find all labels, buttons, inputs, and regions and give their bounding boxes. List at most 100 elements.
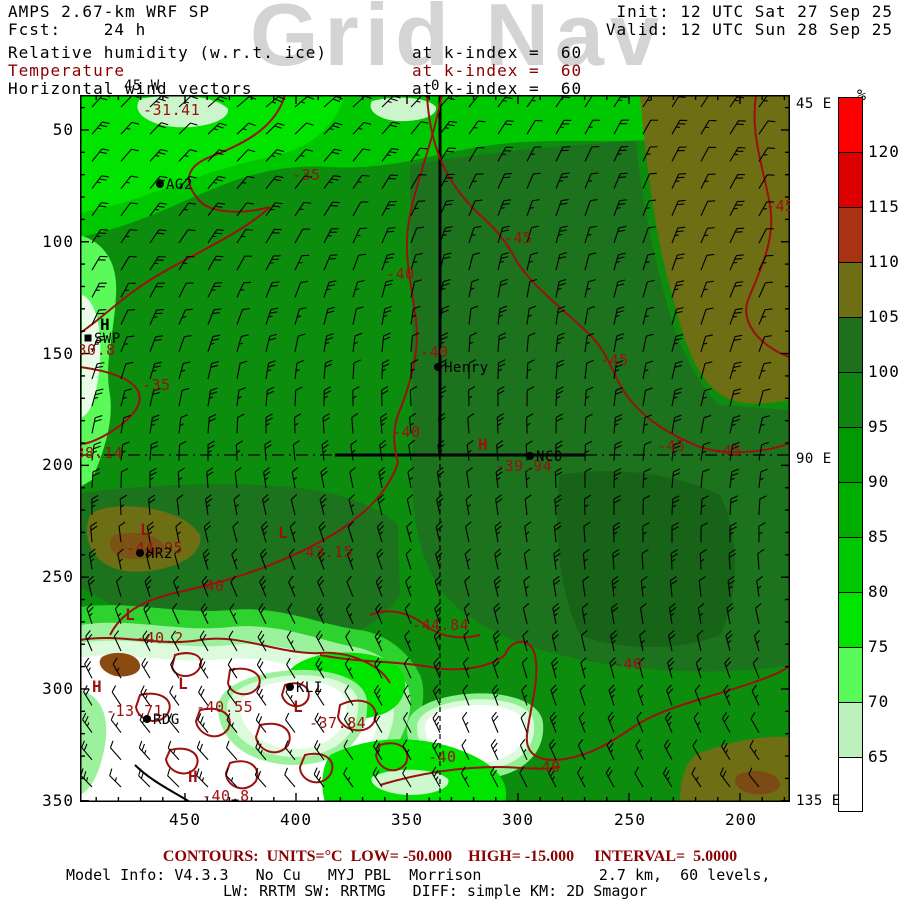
wind-barb: [263, 467, 271, 488]
wind-barb: [729, 227, 745, 244]
field-3-level: at k-index = 60: [412, 79, 583, 98]
wind-barb: [729, 200, 745, 217]
wind-barb: [584, 306, 595, 325]
wind-barb: [432, 711, 441, 733]
wind-barb: [555, 440, 563, 461]
wind-barb: [294, 386, 303, 407]
wind-barb: [294, 359, 305, 380]
wind-barb: [439, 173, 455, 189]
wind-barb: [149, 148, 168, 162]
wind-barb: [91, 468, 100, 488]
wind-barb: [120, 361, 134, 380]
wind-barb: [323, 122, 343, 135]
wind-barb: [463, 602, 470, 624]
contour-value-label: -38.14: [80, 444, 123, 462]
wind-barb: [610, 630, 618, 652]
extremum-marker-h: H: [478, 435, 488, 454]
wind-barb: [526, 199, 540, 216]
station-marker: [84, 334, 92, 342]
wind-barb: [668, 603, 677, 624]
wind-barb: [207, 440, 215, 461]
wind-barb: [551, 630, 560, 652]
wind-barb: [320, 467, 328, 488]
wind-barb: [554, 467, 563, 488]
wind-barb: [700, 522, 708, 543]
wind-barb: [199, 630, 209, 652]
wind-barb: [700, 334, 713, 352]
wind-barb: [256, 658, 267, 679]
wind-barb: [402, 766, 412, 788]
wind-barb: [522, 630, 529, 652]
wind-barb: [144, 575, 152, 597]
wind-barb: [402, 712, 412, 733]
wind-barb: [234, 467, 242, 488]
temperature-contour: [393, 95, 443, 464]
wind-barb: [112, 657, 122, 679]
wind-barb: [439, 252, 452, 271]
extremum-marker-h: H: [92, 677, 102, 696]
wind-barb: [700, 280, 714, 298]
wind-barb: [226, 713, 238, 733]
wind-barb: [758, 522, 766, 543]
field-1-label: Relative humidity (w.r.t. ice): [8, 43, 327, 62]
contour-value-label: -40: [386, 265, 415, 283]
wind-barb: [526, 359, 535, 380]
wind-barb: [178, 202, 197, 217]
wind-barb: [729, 441, 740, 461]
wind-barb: [671, 226, 686, 244]
wind-barb: [758, 254, 774, 271]
grid-nav-watermark: Grid Nav: [250, 0, 665, 84]
wind-barb: [636, 711, 644, 733]
wind-barb: [634, 766, 644, 788]
wind-barb: [524, 494, 532, 516]
wind-barb: [613, 225, 627, 244]
wind-barb: [232, 521, 239, 543]
wind-barb: [120, 468, 129, 488]
wind-barb: [751, 684, 760, 706]
wind-barb: [700, 414, 712, 434]
wind-barb: [149, 467, 157, 488]
y-axis-tick-label: 200: [42, 455, 74, 474]
wind-barb: [495, 494, 503, 516]
wind-barb: [406, 494, 414, 516]
wind-barb: [207, 149, 227, 162]
wind-barb: [720, 739, 731, 761]
wind-barb: [120, 441, 130, 461]
wind-barb: [323, 359, 333, 380]
contour-value-label: -44.84: [412, 616, 469, 634]
geo-label-right: 135 E: [796, 793, 841, 809]
wind-barb: [265, 228, 282, 244]
wind-barb: [403, 657, 412, 679]
wind-barb: [207, 282, 223, 298]
wind-barb: [294, 228, 311, 244]
wind-barb: [583, 521, 591, 543]
colorbar-divider: [838, 537, 863, 538]
wind-barb: [439, 147, 456, 162]
colorbar-divider: [838, 317, 863, 318]
temperature-contour: [80, 206, 271, 334]
wind-barb: [495, 467, 503, 488]
wind-barb: [293, 413, 302, 434]
wind-barb: [236, 96, 257, 108]
wind-barb: [257, 630, 267, 652]
station-marker: [156, 180, 164, 188]
wind-barb: [350, 439, 358, 461]
wind-barb: [149, 414, 160, 434]
wind-barb: [204, 494, 213, 516]
station-label: SWP: [94, 331, 121, 347]
wind-barb: [322, 413, 330, 434]
colorbar-divider: [838, 702, 863, 703]
wind-barb: [207, 255, 224, 271]
wind-barb: [433, 630, 441, 652]
wind-barb: [374, 630, 383, 652]
contour-value-label: -45: [657, 437, 686, 455]
wind-barb: [381, 227, 396, 244]
wind-barb: [207, 175, 226, 189]
colorbar-segment: [838, 152, 863, 207]
colorbar-segment: [838, 207, 863, 262]
wind-barb: [555, 413, 564, 434]
wind-barb: [149, 388, 161, 407]
wind-barb: [236, 281, 252, 298]
wind-barb: [729, 388, 742, 407]
wind-barb: [436, 494, 444, 516]
